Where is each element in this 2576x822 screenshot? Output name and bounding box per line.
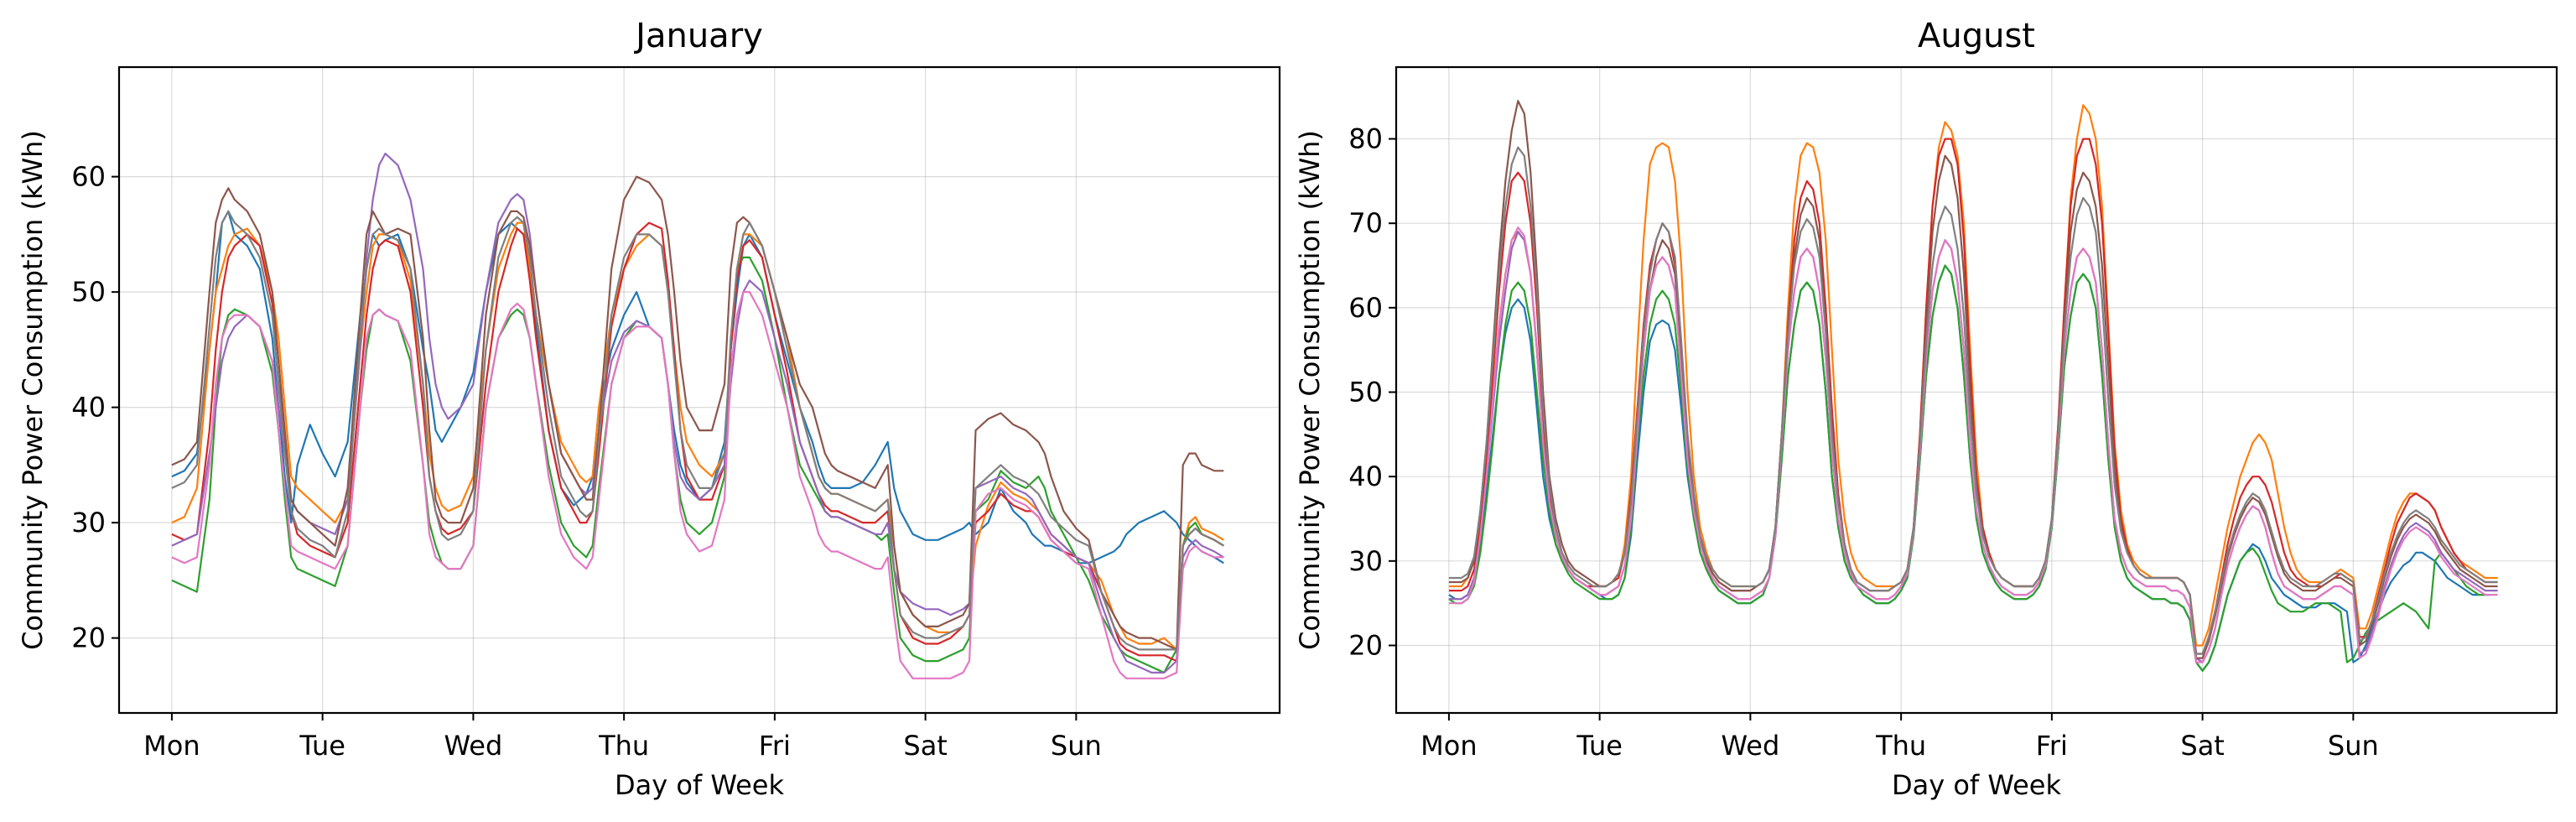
august-x-tick-label: Wed	[1722, 730, 1780, 762]
august-x-tick-label: Sun	[2328, 730, 2379, 762]
august-y-tick-label: 50	[1348, 377, 1383, 408]
august-y-tick-label: 80	[1348, 123, 1383, 155]
january-y-axis-label: Community Power Consumption (kWh)	[17, 130, 49, 650]
august-series-line-3	[1448, 264, 2485, 672]
january-series-line-7	[171, 291, 1224, 679]
august-title: August	[1918, 17, 2035, 55]
january-x-tick-label: Fri	[759, 730, 791, 762]
august-y-axis-label: Community Power Consumption (kWh)	[1294, 130, 1326, 650]
august-x-axis-label: Day of Week	[1892, 769, 2062, 801]
august-series-line-7	[1448, 226, 2498, 663]
january-x-tick-label: Sun	[1051, 730, 1102, 762]
august-series-line-8	[1448, 146, 2498, 655]
january-x-tick-label: Wed	[444, 730, 503, 762]
august-y-tick-label: 60	[1348, 292, 1383, 324]
january-ticks: Mon Tue Wed Thu Fri Sat Sun 20 30 40 50 60	[71, 161, 1102, 762]
august-y-tick-label: 30	[1348, 545, 1383, 577]
august-y-tick-label: 70	[1348, 207, 1383, 239]
january-x-tick-label: Mon	[143, 730, 200, 762]
january-x-tick-label: Sat	[903, 730, 947, 762]
january-y-tick-label: 30	[71, 507, 106, 538]
august-x-tick-label: Fri	[2036, 730, 2068, 762]
january-series-line-1	[171, 210, 1224, 564]
august-x-tick-label: Sat	[2180, 730, 2224, 762]
january-x-tick-label: Tue	[299, 730, 345, 762]
august-y-tick-label: 40	[1348, 460, 1383, 492]
august-x-tick-label: Tue	[1576, 730, 1623, 762]
august-x-tick-label: Mon	[1420, 730, 1477, 762]
january-series-line-8	[171, 210, 1224, 651]
january-title: January	[633, 17, 763, 55]
january-series-line-6	[171, 175, 1224, 651]
august-grid	[1396, 67, 2557, 713]
january-x-tick-label: Thu	[598, 730, 649, 762]
january-y-tick-label: 50	[71, 276, 106, 308]
january-plot-frame	[117, 65, 1281, 715]
january-x-axis-label: Day of Week	[615, 769, 785, 801]
august-ticks: Mon Tue Wed Thu Fri Sat Sun 20 30 40 50 60 70 80	[1348, 123, 2379, 762]
january-grid	[119, 67, 1280, 713]
august-x-tick-label: Thu	[1875, 730, 1926, 762]
january-y-tick-label: 60	[71, 161, 106, 193]
august-y-tick-label: 20	[1348, 629, 1383, 661]
january-y-tick-label: 40	[71, 392, 106, 424]
august-panel: Mon Tue Wed Thu Fri Sat Sun 20 30 40 50 60 70 80 Augu…	[1294, 17, 2558, 801]
august-series	[1448, 100, 2498, 672]
january-y-tick-label: 20	[71, 622, 106, 654]
august-plot-frame	[1394, 65, 2558, 715]
january-series	[171, 153, 1224, 679]
